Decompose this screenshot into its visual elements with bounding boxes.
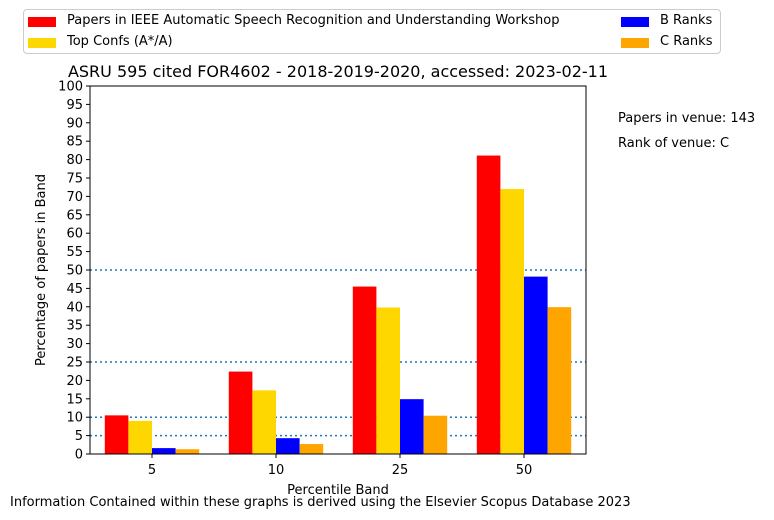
legend: Papers in IEEE Automatic Speech Recognit… [23, 9, 721, 54]
bar-c-ranks-5 [175, 449, 200, 454]
y-tick-label: 55 [66, 245, 83, 260]
y-tick-label: 85 [66, 135, 83, 150]
bar-b-ranks-5 [152, 448, 176, 454]
legend-swatch-c-ranks [621, 38, 649, 48]
bar-top-confs-50 [500, 189, 524, 455]
legend-swatch-top-confs [28, 38, 56, 48]
y-axis-label: Percentage of papers in Band [34, 174, 49, 366]
legend-label-papers-in-venue: Papers in IEEE Automatic Speech Recognit… [67, 13, 560, 28]
y-tick-label: 40 [66, 300, 83, 315]
x-tick-label: 10 [268, 463, 285, 478]
legend-label-b-ranks: B Ranks [660, 13, 713, 28]
y-tick-label: 90 [66, 116, 83, 131]
footer-note: Information Contained within these graph… [10, 495, 631, 510]
bar-c-ranks-25 [423, 415, 448, 454]
y-tick-label: 30 [66, 337, 83, 352]
y-tick-label: 95 [66, 98, 83, 113]
papers-in-venue-note: Papers in venue: 143 [618, 111, 756, 126]
y-tick-label: 10 [66, 411, 83, 426]
bar-papers-in-venue-5 [104, 415, 129, 454]
bar-b-ranks-25 [400, 399, 424, 454]
y-tick-label: 0 [75, 448, 83, 463]
bar-top-confs-10 [252, 390, 276, 454]
y-tick-label: 50 [66, 264, 83, 279]
bar-c-ranks-50 [547, 307, 572, 454]
x-tick-label: 50 [516, 463, 533, 478]
legend-label-c-ranks: C Ranks [660, 34, 713, 49]
y-tick-label: 25 [66, 356, 83, 371]
y-tick-label: 35 [66, 319, 83, 334]
y-tick-label: 70 [66, 190, 83, 205]
y-tick-label: 65 [66, 208, 83, 223]
y-tick-label: 45 [66, 282, 83, 297]
x-tick-label: 5 [148, 463, 156, 478]
rank-of-venue-note: Rank of venue: C [618, 136, 730, 151]
bar-papers-in-venue-10 [228, 371, 253, 454]
y-tick-label: 100 [58, 80, 83, 95]
bar-c-ranks-10 [299, 444, 324, 454]
chart-title: ASRU 595 cited FOR4602 - 2018-2019-2020,… [68, 62, 608, 81]
x-tick-label: 25 [392, 463, 409, 478]
bar-top-confs-5 [128, 420, 152, 454]
bars [104, 155, 572, 455]
y-tick-label: 5 [75, 429, 83, 444]
bar-papers-in-venue-25 [352, 286, 377, 454]
bar-b-ranks-10 [276, 438, 300, 454]
bar-b-ranks-50 [524, 276, 548, 454]
y-tick-label: 60 [66, 227, 83, 242]
y-tick-label: 80 [66, 153, 83, 168]
bar-papers-in-venue-50 [476, 155, 501, 454]
legend-label-top-confs: Top Confs (A*/A) [67, 34, 173, 49]
x-axis-label: Percentile Band [287, 483, 389, 498]
y-axis: 0 5 10 15 20 25 30 35 40 45 50 55 60 65 70 75 80 85 90 95 10… [58, 80, 90, 463]
y-tick-label: 20 [66, 374, 83, 389]
x-axis: 5 10 25 50 [148, 454, 532, 478]
legend-swatch-papers-in-venue [28, 17, 56, 27]
y-tick-label: 75 [66, 172, 83, 187]
y-tick-label: 15 [66, 392, 83, 407]
legend-swatch-b-ranks [621, 17, 649, 27]
bar-top-confs-25 [376, 307, 400, 454]
